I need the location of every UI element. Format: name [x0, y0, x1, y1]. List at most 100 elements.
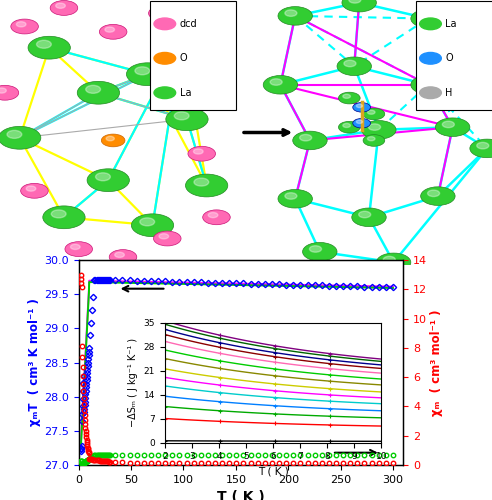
Circle shape [285, 192, 297, 199]
Circle shape [368, 110, 375, 114]
Circle shape [285, 10, 297, 16]
Circle shape [338, 92, 360, 104]
Y-axis label: −ΔSₘ ( J kg⁻¹ K⁻¹ ): −ΔSₘ ( J kg⁻¹ K⁻¹ ) [128, 338, 138, 427]
Circle shape [418, 79, 430, 86]
Circle shape [174, 112, 189, 120]
Circle shape [343, 124, 350, 128]
Y-axis label: χₘ  ( cm³ mol⁻¹ ): χₘ ( cm³ mol⁻¹ ) [430, 309, 443, 416]
FancyBboxPatch shape [416, 2, 492, 110]
Circle shape [344, 60, 356, 66]
Circle shape [126, 63, 169, 86]
Circle shape [188, 62, 198, 66]
Circle shape [115, 252, 124, 258]
Circle shape [352, 208, 386, 227]
Circle shape [435, 118, 470, 137]
Circle shape [293, 131, 327, 150]
Circle shape [169, 32, 184, 40]
Circle shape [278, 6, 312, 25]
Circle shape [51, 210, 66, 218]
Circle shape [154, 231, 181, 246]
Circle shape [368, 136, 375, 140]
Circle shape [270, 79, 282, 86]
Circle shape [420, 87, 441, 99]
Circle shape [203, 210, 230, 224]
Text: H: H [445, 88, 453, 98]
Circle shape [161, 28, 203, 51]
X-axis label: T ( K ): T ( K ) [217, 490, 265, 500]
Circle shape [70, 244, 80, 250]
Circle shape [101, 134, 125, 147]
Circle shape [188, 146, 215, 161]
Circle shape [50, 0, 78, 16]
Circle shape [342, 0, 376, 12]
Circle shape [303, 242, 337, 261]
Circle shape [421, 187, 455, 206]
Circle shape [0, 88, 6, 93]
Circle shape [477, 142, 489, 149]
Circle shape [65, 242, 92, 256]
Circle shape [154, 8, 164, 14]
Circle shape [154, 18, 176, 30]
Circle shape [131, 214, 174, 236]
Circle shape [338, 122, 360, 133]
Text: O: O [180, 54, 187, 64]
Circle shape [0, 126, 41, 149]
Circle shape [363, 108, 385, 120]
Circle shape [470, 139, 492, 158]
Circle shape [43, 206, 85, 229]
Circle shape [376, 253, 411, 272]
Circle shape [56, 3, 65, 8]
Y-axis label: χₘT  ( cm³ K mol⁻¹ ): χₘT ( cm³ K mol⁻¹ ) [29, 298, 41, 426]
Circle shape [353, 102, 370, 112]
Circle shape [356, 120, 363, 124]
Circle shape [356, 104, 363, 108]
Circle shape [194, 178, 209, 186]
Circle shape [278, 190, 312, 208]
Circle shape [362, 120, 396, 139]
Circle shape [183, 59, 211, 74]
Circle shape [369, 124, 381, 130]
Circle shape [105, 27, 115, 32]
Circle shape [263, 76, 298, 94]
Circle shape [21, 184, 48, 198]
Circle shape [95, 173, 110, 181]
Circle shape [300, 134, 312, 141]
Text: La: La [180, 88, 191, 98]
Circle shape [154, 87, 176, 99]
Circle shape [359, 212, 371, 218]
X-axis label: T ( K ): T ( K ) [258, 467, 288, 477]
Circle shape [77, 82, 120, 104]
Circle shape [309, 246, 322, 252]
Circle shape [337, 57, 371, 76]
Circle shape [87, 169, 129, 192]
Circle shape [109, 250, 137, 264]
Circle shape [140, 218, 154, 226]
Circle shape [26, 186, 36, 191]
Circle shape [149, 6, 176, 20]
Circle shape [86, 86, 100, 94]
Circle shape [16, 22, 26, 27]
FancyBboxPatch shape [150, 2, 236, 110]
Text: O: O [445, 54, 453, 64]
Circle shape [418, 12, 430, 19]
Circle shape [159, 234, 169, 239]
Circle shape [420, 52, 441, 64]
Circle shape [166, 108, 208, 130]
Circle shape [28, 36, 70, 59]
Circle shape [193, 149, 203, 154]
Circle shape [135, 67, 150, 75]
Circle shape [428, 190, 440, 196]
Text: dcd: dcd [180, 19, 197, 29]
Circle shape [208, 212, 218, 218]
Circle shape [420, 18, 441, 30]
Circle shape [185, 174, 228, 197]
Circle shape [7, 130, 22, 138]
Circle shape [349, 0, 361, 3]
Circle shape [106, 136, 114, 141]
Circle shape [363, 134, 385, 146]
Circle shape [99, 24, 127, 39]
Circle shape [36, 40, 51, 48]
Text: La: La [445, 19, 457, 29]
Circle shape [411, 76, 445, 94]
Circle shape [353, 118, 370, 128]
